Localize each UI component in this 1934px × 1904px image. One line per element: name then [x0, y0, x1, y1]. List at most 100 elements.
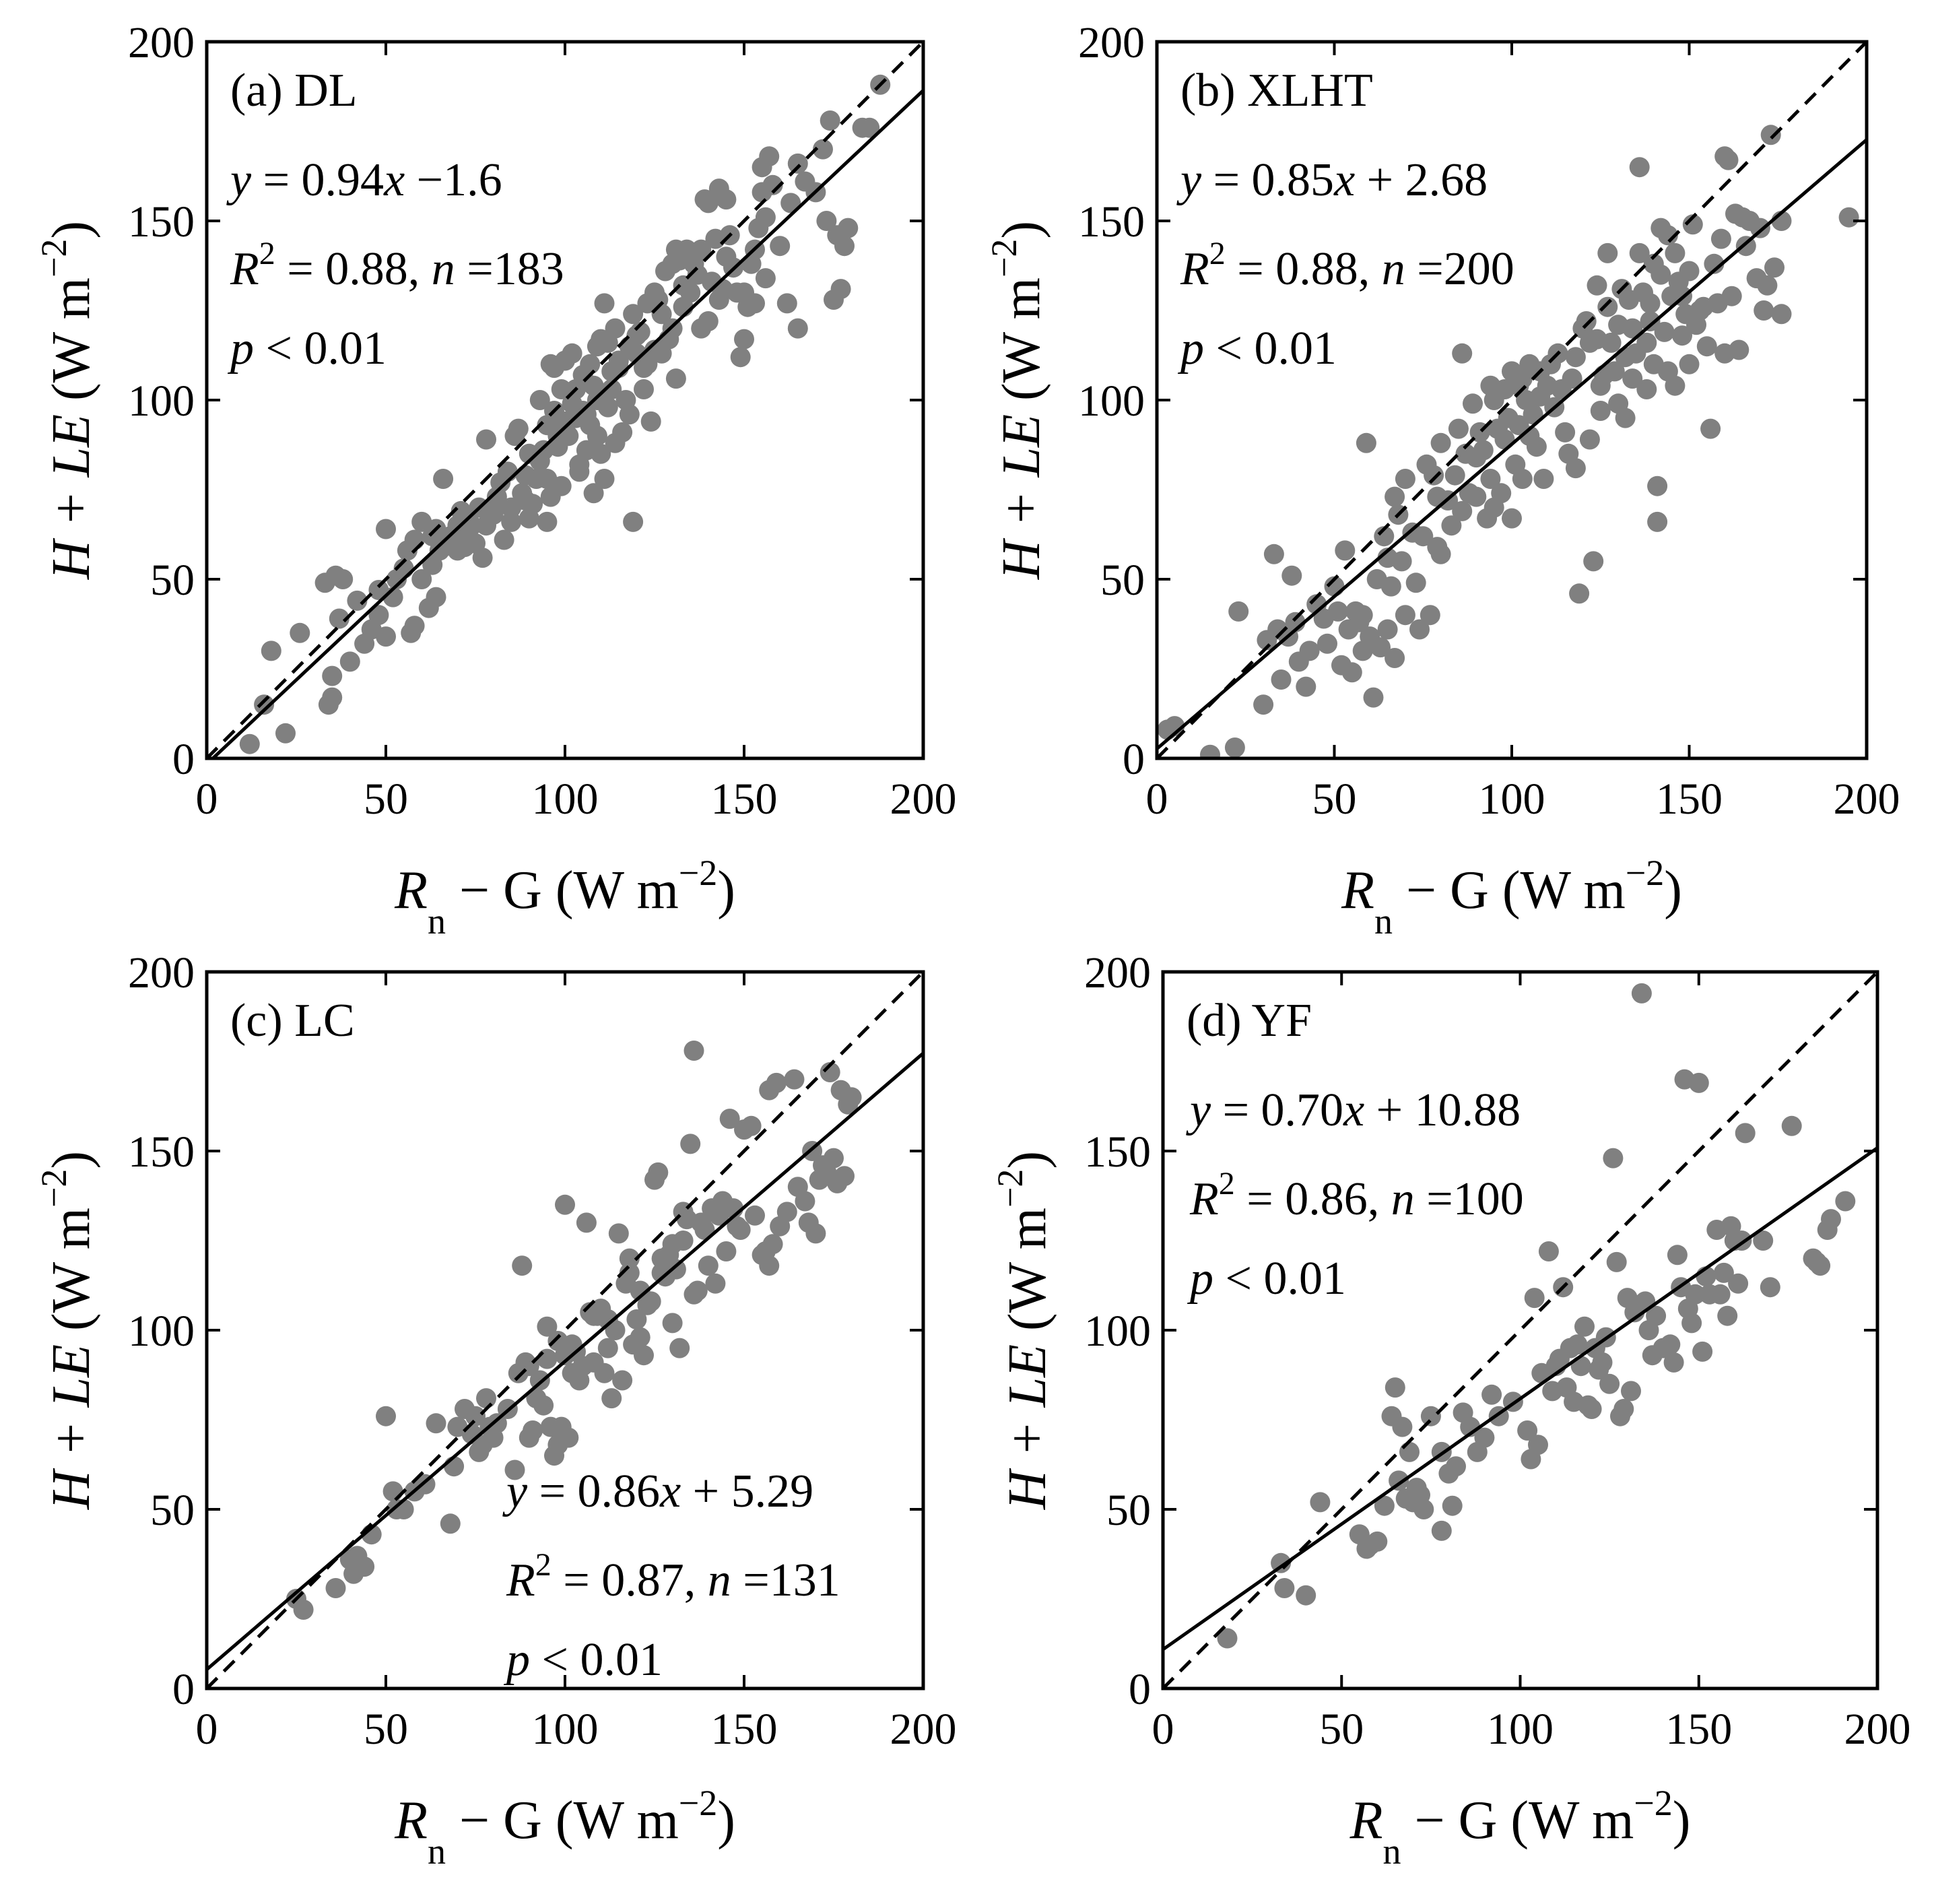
data-point	[1444, 465, 1465, 486]
data-point	[333, 569, 354, 589]
data-point	[762, 1234, 783, 1255]
data-point	[1271, 669, 1292, 690]
data-point	[529, 390, 550, 410]
data-point	[1448, 418, 1469, 439]
y-tick-label: 50	[1100, 556, 1145, 605]
panel-title: (a) DL	[230, 65, 358, 117]
data-point	[1569, 583, 1590, 604]
one-to-one-line	[1157, 42, 1867, 758]
x-tick-label: 50	[1319, 1705, 1364, 1754]
data-point	[1446, 1456, 1466, 1477]
data-point	[1640, 311, 1661, 331]
data-point	[444, 1456, 465, 1477]
data-point	[1405, 572, 1426, 593]
y-tick-label: 100	[128, 1307, 195, 1356]
data-point	[1228, 601, 1249, 622]
data-point	[1718, 150, 1739, 170]
data-point	[1601, 332, 1622, 353]
data-point	[787, 153, 808, 174]
data-point	[512, 1255, 533, 1276]
y-tick-label: 100	[1078, 376, 1145, 426]
data-point	[1441, 515, 1462, 536]
regression-equation: y = 0.70x + 10.88	[1186, 1084, 1521, 1136]
data-point	[325, 1578, 346, 1598]
data-point	[1604, 361, 1625, 382]
data-point	[1442, 1495, 1463, 1516]
data-point	[1430, 544, 1451, 564]
data-point	[1385, 486, 1405, 507]
data-point	[1581, 1399, 1602, 1419]
data-point	[651, 1248, 672, 1269]
data-point	[1480, 469, 1501, 489]
data-point	[730, 347, 751, 368]
x-tick-label: 50	[364, 1705, 408, 1754]
x-tick-label: 0	[1152, 1705, 1174, 1754]
data-point	[1352, 605, 1373, 626]
data-point	[619, 1262, 640, 1283]
data-point	[634, 379, 654, 399]
data-point	[322, 687, 343, 708]
data-point	[1420, 605, 1440, 626]
data-point	[523, 1420, 543, 1441]
data-point	[1650, 264, 1671, 285]
data-point	[838, 218, 859, 238]
data-point	[537, 1316, 558, 1337]
data-point	[1735, 1123, 1756, 1144]
data-point	[354, 1556, 375, 1577]
data-point	[1597, 242, 1618, 263]
data-point	[1296, 1585, 1316, 1606]
panel-title: (b) XLHT	[1180, 65, 1373, 117]
data-point	[755, 207, 776, 228]
p-value-text: p < 0.01	[1187, 1253, 1346, 1305]
data-point	[665, 1259, 686, 1280]
y-tick-label: 150	[1078, 197, 1145, 247]
data-point	[1299, 641, 1320, 661]
data-point	[1667, 1245, 1688, 1266]
data-point	[1615, 407, 1636, 428]
regression-equation: y = 0.86x + 5.29	[502, 1466, 813, 1517]
data-point	[376, 1406, 396, 1426]
y-tick-label: 150	[128, 1127, 195, 1177]
data-point	[1657, 225, 1678, 246]
x-tick-label: 100	[1487, 1705, 1554, 1754]
data-point	[1629, 242, 1650, 263]
data-point	[1524, 1288, 1545, 1309]
y-axis-label: H + LE (W m−2)	[984, 221, 1051, 580]
data-point	[683, 1041, 704, 1061]
data-point	[1654, 321, 1675, 342]
data-point	[1217, 1628, 1238, 1649]
data-point	[824, 1148, 844, 1169]
r-squared-text: R2 = 0.88, n =183	[230, 236, 564, 295]
data-point	[580, 354, 601, 374]
data-point	[504, 1459, 525, 1480]
data-point	[1502, 508, 1522, 529]
data-point	[1640, 293, 1661, 314]
data-point	[1391, 551, 1412, 572]
data-point	[254, 694, 275, 715]
data-point	[1599, 1373, 1620, 1394]
data-point	[1682, 214, 1703, 235]
y-tick-label: 100	[1084, 1307, 1151, 1356]
data-point	[1704, 253, 1725, 274]
x-tick-label: 100	[532, 1705, 599, 1754]
data-point	[472, 548, 493, 568]
x-tick-label: 150	[711, 1705, 778, 1754]
data-point	[597, 1338, 618, 1358]
data-point	[486, 1413, 507, 1434]
data-point	[562, 343, 582, 364]
data-point	[1629, 157, 1650, 178]
data-point	[813, 139, 833, 160]
data-point	[1367, 1531, 1388, 1552]
data-point	[766, 1072, 787, 1093]
data-point	[594, 469, 615, 489]
data-point	[376, 626, 396, 647]
data-point	[698, 193, 719, 214]
data-point	[339, 651, 360, 672]
data-point	[290, 622, 310, 643]
data-point	[508, 418, 529, 439]
data-point	[1760, 1277, 1780, 1298]
data-point	[551, 475, 572, 496]
x-tick-label: 150	[1665, 1705, 1732, 1754]
regression-equation: y = 0.85x + 2.68	[1176, 154, 1488, 206]
